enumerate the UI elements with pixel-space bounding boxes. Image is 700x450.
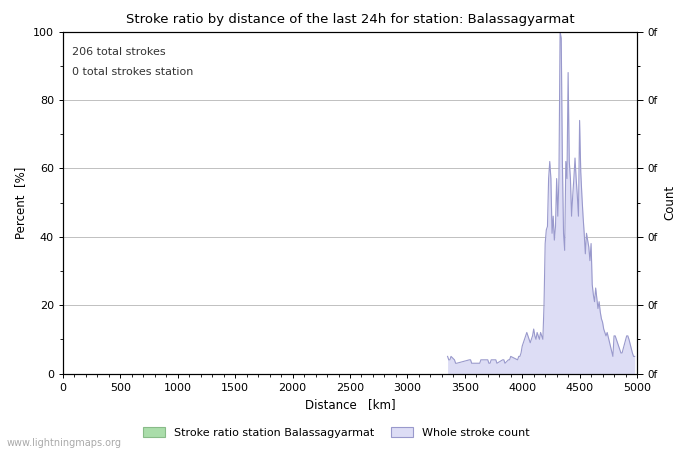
Text: 0 total strokes station: 0 total strokes station (71, 68, 193, 77)
Text: www.lightningmaps.org: www.lightningmaps.org (7, 437, 122, 447)
Text: 206 total strokes: 206 total strokes (71, 47, 165, 57)
Y-axis label: Count: Count (663, 185, 676, 220)
Legend: Stroke ratio station Balassagyarmat, Whole stroke count: Stroke ratio station Balassagyarmat, Who… (138, 423, 534, 442)
Y-axis label: Percent  [%]: Percent [%] (15, 166, 27, 238)
Title: Stroke ratio by distance of the last 24h for station: Balassagyarmat: Stroke ratio by distance of the last 24h… (126, 13, 574, 26)
X-axis label: Distance   [km]: Distance [km] (304, 398, 395, 411)
